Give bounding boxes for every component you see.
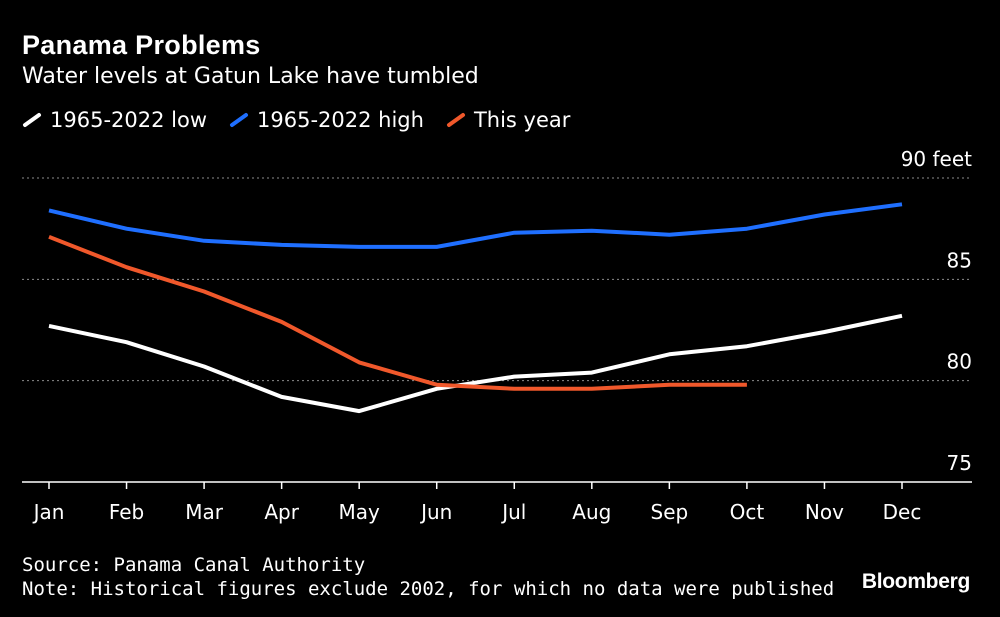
series-line-1965-2022-high <box>48 202 903 249</box>
x-tick-label-nov: Nov <box>805 500 844 524</box>
footer: Source: Panama Canal Authority Note: His… <box>22 553 834 601</box>
x-tick-label-aug: Aug <box>572 500 611 524</box>
y-tick-label-75: 75 <box>947 451 972 475</box>
x-tick-label-sep: Sep <box>651 500 689 524</box>
x-tick-label-feb: Feb <box>109 500 144 524</box>
x-tick-label-oct: Oct <box>730 500 765 524</box>
legend-label-high: 1965-2022 high <box>257 108 424 132</box>
note-text: Note: Historical figures exclude 2002, f… <box>22 578 835 600</box>
x-tick-label-mar: Mar <box>185 500 224 524</box>
legend: 1965-2022 low 1965-2022 high This year <box>22 108 570 132</box>
x-tick-label-jun: Jun <box>419 500 452 524</box>
y-tick-label-85: 85 <box>947 248 972 272</box>
legend-swatch-this-year <box>446 113 465 127</box>
legend-label-this-year: This year <box>473 108 571 132</box>
legend-item-this-year: This year <box>446 108 570 132</box>
series-line-this-year <box>48 234 747 391</box>
chart-subtitle: Water levels at Gatun Lake have tumbled <box>22 64 479 89</box>
legend-swatch-high <box>230 113 248 127</box>
legend-item-low: 1965-2022 low <box>22 108 207 132</box>
x-tick-label-dec: Dec <box>883 500 922 524</box>
series-line-1965-2022-low <box>48 313 903 414</box>
chart-title: Panama Problems <box>22 30 261 60</box>
x-tick-label-apr: Apr <box>264 500 299 524</box>
x-tick-label-jan: Jan <box>32 500 65 524</box>
legend-swatch-low <box>23 113 41 127</box>
legend-item-high: 1965-2022 high <box>229 108 424 132</box>
bloomberg-logo: Bloomberg <box>861 570 970 593</box>
legend-label-low: 1965-2022 low <box>50 108 207 132</box>
x-tick-label-jul: Jul <box>500 500 526 524</box>
x-tick-label-may: May <box>339 500 381 524</box>
y-tick-label-80: 80 <box>947 350 972 374</box>
source-text: Source: Panama Canal Authority <box>22 554 366 576</box>
y-tick-label-90: 90 feet <box>901 147 972 171</box>
